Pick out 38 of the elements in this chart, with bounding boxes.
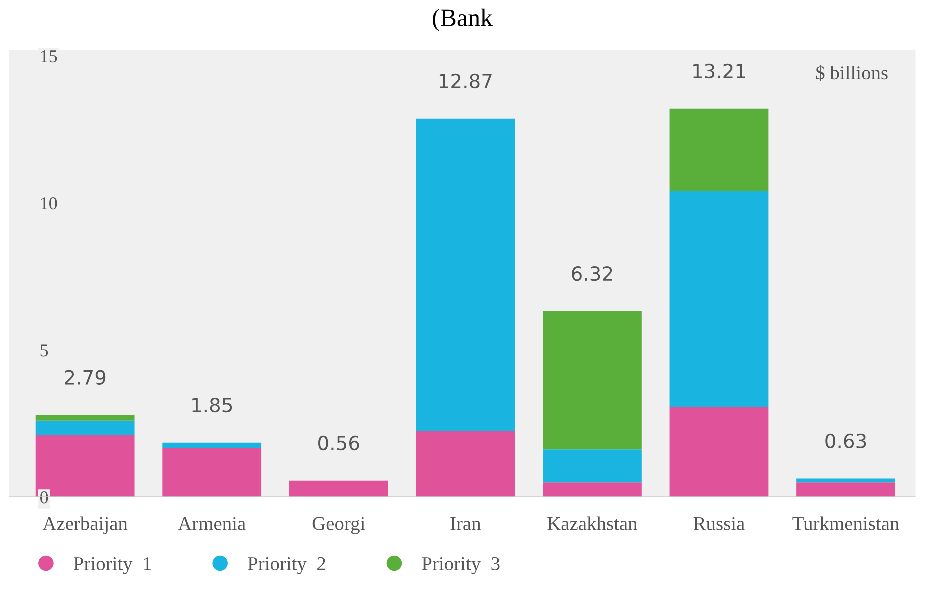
bar [670,191,769,408]
total-label: 12.87 [440,74,492,89]
y-tick-label: 0 [40,492,48,504]
annotation: $ billions [816,65,888,81]
x-tick-label: Azerbaijan [42,516,128,534]
x-tick-label: Armenia [178,517,246,530]
x-tick-label: Iran [450,517,482,530]
bar [36,415,135,421]
y-tick-label: 10 [41,197,58,210]
bar [543,311,642,450]
bar [796,482,896,498]
legend-label: Priority 1 [74,557,152,574]
x-tick-label: Kazakhstan [548,516,638,530]
x-tick-label: Georgi [312,517,366,534]
y-tick-label: 5 [40,344,48,357]
bar [36,420,135,436]
bar [670,108,769,192]
bar [416,118,516,432]
bar [796,478,896,483]
y-tick-label: 15 [41,50,58,63]
legend-label: Priority 2 [248,557,326,574]
bar [543,482,642,498]
total-label: 1.85 [192,398,232,413]
total-label: 2.79 [65,370,106,386]
x-tick-label: Russia [694,517,745,530]
total-label: 0.63 [826,434,866,449]
total-label: 0.56 [318,436,360,451]
bar [162,442,262,448]
bar [543,450,642,483]
legend-label: Priority 3 [422,557,500,574]
chart-title: (Bank [433,8,494,32]
x-tick-label: Turkmenistan [792,516,900,530]
bar [670,407,769,498]
total-label: 13.21 [694,64,746,79]
total-label: 6.32 [572,266,612,282]
bar [289,480,388,498]
bar [162,448,262,498]
bar [416,431,516,498]
